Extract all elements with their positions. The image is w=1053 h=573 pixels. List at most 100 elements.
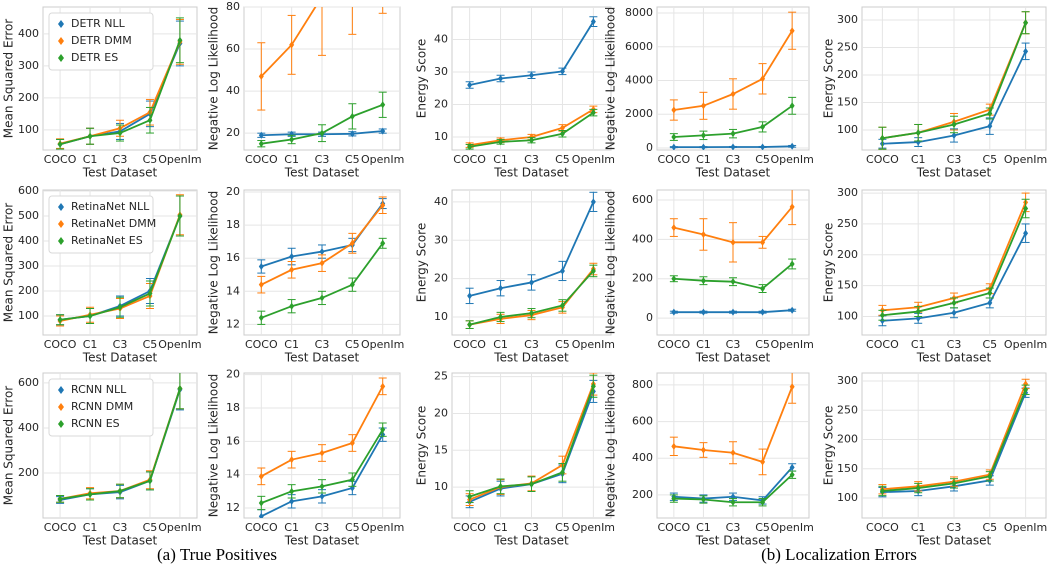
data-point bbox=[289, 302, 295, 310]
x-tick-label: COCO bbox=[245, 153, 278, 166]
x-tick-label: C1 bbox=[83, 338, 98, 351]
y-tick-label: 250 bbox=[837, 403, 858, 416]
x-tick-label: COCO bbox=[44, 338, 77, 351]
x-tick-label: OpenIm bbox=[770, 338, 813, 351]
data-point bbox=[760, 308, 766, 316]
y-tick-label: 200 bbox=[18, 466, 39, 479]
y-tick-label: 600 bbox=[18, 376, 39, 389]
x-tick-label: OpenIm bbox=[158, 338, 201, 351]
data-point bbox=[951, 131, 957, 139]
y-tick-label: 18 bbox=[226, 401, 240, 414]
data-point bbox=[289, 266, 295, 274]
y-tick-label: 80 bbox=[226, 0, 240, 13]
legend-label: RCNN DMM bbox=[71, 400, 133, 413]
x-tick-label: C5 bbox=[982, 338, 997, 351]
series-group bbox=[878, 378, 1030, 498]
x-tick-label: C1 bbox=[284, 338, 299, 351]
data-point bbox=[879, 487, 885, 495]
data-point bbox=[177, 385, 183, 393]
data-point bbox=[467, 493, 473, 501]
legend-label: RCNN ES bbox=[71, 417, 120, 430]
x-axis-label: Test Dataset bbox=[916, 534, 992, 548]
y-axis-label: Negative Log Likelihood bbox=[604, 7, 618, 150]
legend-marker bbox=[58, 386, 64, 394]
y-axis-label: Energy Score bbox=[822, 223, 836, 302]
y-axis-label: Energy Score bbox=[415, 39, 429, 118]
data-point bbox=[57, 495, 63, 503]
x-tick-label: C3 bbox=[315, 521, 330, 534]
x-tick-label: C3 bbox=[315, 153, 330, 166]
y-axis-label: Negative Log Likelihood bbox=[207, 374, 221, 517]
y-tick-label: 100 bbox=[837, 491, 858, 504]
y-tick-label: 200 bbox=[837, 68, 858, 81]
data-point bbox=[987, 472, 993, 480]
y-tick-label: 300 bbox=[837, 186, 858, 199]
series-group bbox=[669, 190, 797, 316]
x-tick-label: OpenIm bbox=[770, 153, 813, 166]
data-point bbox=[467, 81, 473, 89]
x-tick-label: C3 bbox=[947, 153, 962, 166]
x-tick-label: C3 bbox=[315, 338, 330, 351]
x-tick-label: C3 bbox=[947, 338, 962, 351]
data-point bbox=[87, 132, 93, 140]
y-tick-label: 200 bbox=[18, 91, 39, 104]
x-tick-label: C5 bbox=[555, 338, 570, 351]
x-tick-label: COCO bbox=[453, 338, 486, 351]
data-point bbox=[671, 275, 677, 283]
y-tick-label: 40 bbox=[226, 84, 240, 97]
y-tick-label: 150 bbox=[837, 462, 858, 475]
y-tick-label: 6000 bbox=[625, 40, 653, 53]
series-group bbox=[669, 11, 797, 150]
data-point bbox=[789, 260, 795, 268]
data-point bbox=[147, 477, 153, 485]
data-point bbox=[258, 281, 264, 289]
x-tick-label: COCO bbox=[245, 521, 278, 534]
data-point bbox=[671, 224, 677, 232]
series-group bbox=[669, 373, 797, 507]
subplot: 100 150 200 250 300 COCO C1 C3 C5 OpenIm Test Data… bbox=[822, 372, 1047, 548]
data-point bbox=[319, 492, 325, 500]
data-point bbox=[671, 308, 677, 316]
legend-marker bbox=[58, 20, 64, 28]
y-tick-label: 60 bbox=[226, 42, 240, 55]
data-point bbox=[559, 468, 565, 476]
y-tick-label: 12 bbox=[226, 501, 240, 514]
data-point bbox=[319, 129, 325, 137]
legend-label: RetinaNet ES bbox=[71, 234, 143, 247]
data-point bbox=[1023, 380, 1029, 388]
y-tick-label: 100 bbox=[837, 309, 858, 322]
data-point bbox=[529, 480, 534, 488]
data-point bbox=[760, 498, 766, 506]
data-point bbox=[498, 313, 504, 321]
series-group bbox=[465, 191, 598, 329]
data-point bbox=[529, 136, 534, 144]
data-point bbox=[349, 130, 355, 138]
y-tick-label: 30 bbox=[434, 65, 448, 78]
y-tick-label: 20 bbox=[226, 126, 240, 139]
legend: RCNN NLL RCNN DMM RCNN ES bbox=[48, 378, 154, 437]
y-tick-label: 18 bbox=[226, 218, 240, 231]
data-point bbox=[789, 27, 795, 35]
data-point bbox=[1023, 205, 1029, 213]
data-point bbox=[789, 102, 795, 110]
x-axis-label: Test Dataset bbox=[284, 351, 360, 365]
data-point bbox=[915, 484, 921, 492]
data-point bbox=[319, 449, 325, 457]
legend-box bbox=[48, 378, 154, 437]
x-tick-label: OpenIm bbox=[1004, 153, 1047, 166]
x-tick-label: C5 bbox=[755, 338, 770, 351]
y-tick-label: 30 bbox=[434, 233, 448, 246]
data-point bbox=[529, 71, 534, 79]
y-tick-label: 400 bbox=[632, 232, 653, 245]
y-tick-label: 100 bbox=[837, 123, 858, 136]
data-point bbox=[700, 131, 706, 139]
data-point bbox=[117, 487, 123, 495]
x-axis-label: Test Dataset bbox=[695, 534, 771, 548]
series-group bbox=[257, 377, 387, 518]
y-tick-label: 150 bbox=[837, 279, 858, 292]
y-tick-label: 300 bbox=[18, 259, 39, 272]
